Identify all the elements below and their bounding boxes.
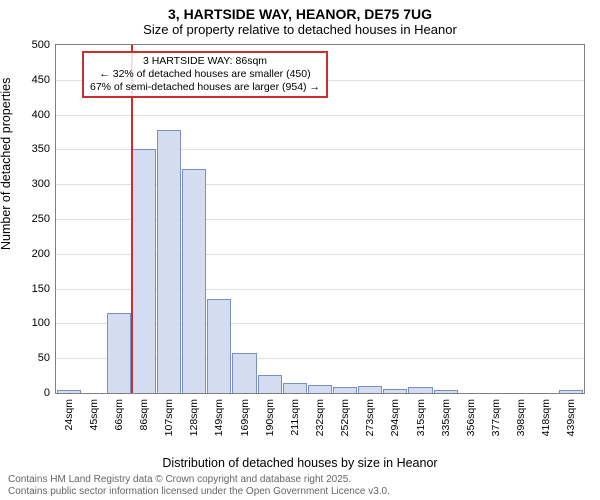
x-tick-label: 294sqm (389, 399, 401, 436)
footer-line-2: Contains public sector information licen… (8, 486, 390, 498)
histogram-bar (207, 299, 231, 393)
y-tick-label: 50 (38, 352, 50, 364)
attribution-footer: Contains HM Land Registry data © Crown c… (8, 474, 390, 498)
histogram-bar (157, 130, 181, 393)
x-tick-label: 232sqm (314, 399, 326, 436)
x-tick-label: 377sqm (490, 399, 502, 436)
y-tick-label: 100 (32, 317, 50, 329)
histogram-bar (358, 386, 382, 393)
y-axis-label: Number of detached properties (0, 78, 13, 250)
y-tick-label: 450 (32, 74, 50, 86)
histogram-bar (232, 353, 256, 393)
annotation-line: 3 HARTSIDE WAY: 86sqm (90, 55, 320, 68)
y-tick-label: 350 (32, 143, 50, 155)
histogram-bar (559, 390, 583, 393)
histogram-bar (408, 387, 432, 393)
x-tick-label: 66sqm (113, 399, 125, 431)
x-tick-label: 315sqm (415, 399, 427, 436)
x-tick-label: 107sqm (163, 399, 175, 436)
y-tick-label: 500 (32, 39, 50, 51)
x-tick-label: 190sqm (264, 399, 276, 436)
x-tick-label: 252sqm (339, 399, 351, 436)
y-tick-label: 250 (32, 213, 50, 225)
histogram-bar (308, 385, 332, 393)
chart-title: 3, HARTSIDE WAY, HEANOR, DE75 7UG (0, 0, 600, 22)
x-tick-label: 24sqm (63, 399, 75, 431)
y-tick-label: 300 (32, 178, 50, 190)
x-tick-label: 418sqm (540, 399, 552, 436)
x-axis-label: Distribution of detached houses by size … (0, 456, 600, 470)
x-tick-label: 439sqm (565, 399, 577, 436)
y-tick-label: 200 (32, 248, 50, 260)
x-tick-label: 335sqm (440, 399, 452, 436)
chart-subtitle: Size of property relative to detached ho… (0, 22, 600, 41)
histogram-bar (132, 149, 156, 393)
footer-line-1: Contains HM Land Registry data © Crown c… (8, 474, 390, 486)
y-tick-label: 0 (44, 387, 50, 399)
x-tick-label: 398sqm (515, 399, 527, 436)
x-tick-label: 211sqm (289, 399, 301, 436)
histogram-bar (333, 387, 357, 393)
x-tick-label: 86sqm (138, 399, 150, 431)
x-tick-label: 128sqm (188, 399, 200, 436)
x-tick-label: 356sqm (465, 399, 477, 436)
plot-area: 3 HARTSIDE WAY: 86sqm← 32% of detached h… (55, 44, 585, 394)
histogram-bar (283, 383, 307, 393)
x-tick-label: 273sqm (364, 399, 376, 436)
annotation-line: 67% of semi-detached houses are larger (… (90, 81, 320, 94)
histogram-bar (258, 375, 282, 393)
annotation-box: 3 HARTSIDE WAY: 86sqm← 32% of detached h… (82, 51, 328, 98)
y-tick-label: 150 (32, 283, 50, 295)
histogram-bar (107, 313, 131, 393)
annotation-line: ← 32% of detached houses are smaller (45… (90, 68, 320, 81)
histogram-bar (383, 389, 407, 393)
x-tick-label: 169sqm (239, 399, 251, 436)
histogram-bar (182, 169, 206, 393)
histogram-bar (434, 390, 458, 393)
histogram-bar (57, 390, 81, 393)
x-tick-label: 45sqm (88, 399, 100, 431)
y-tick-label: 400 (32, 109, 50, 121)
x-tick-label: 149sqm (213, 399, 225, 436)
